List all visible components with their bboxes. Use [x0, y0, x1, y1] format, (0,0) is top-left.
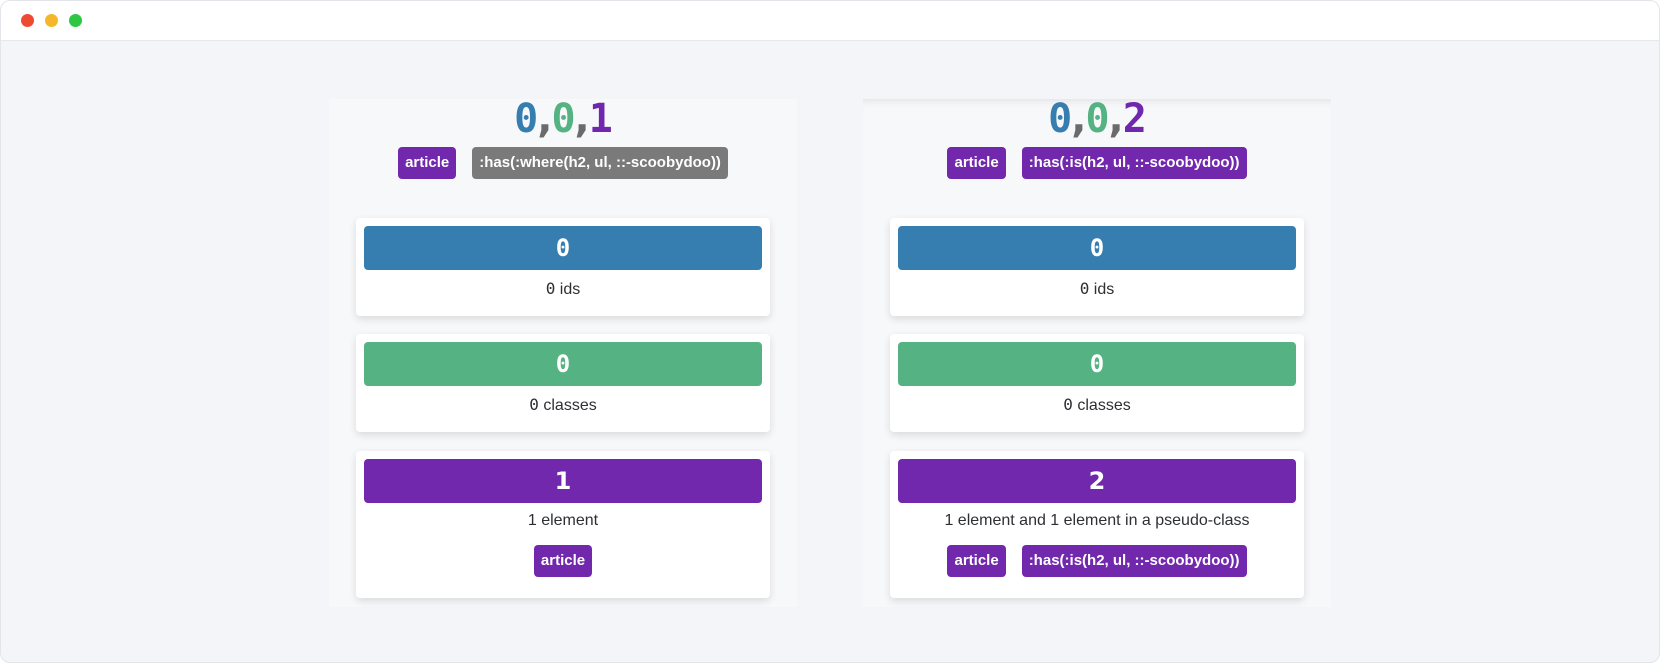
elements-caption: 1 element and 1 element in a pseudo-clas… — [944, 512, 1250, 529]
ids-value: 0 — [898, 226, 1296, 270]
score-elements: 1 — [588, 96, 613, 142]
selector-breakdown: article :has(:is(h2, ul, ::-scoobydoo)) — [863, 147, 1331, 179]
selector-pseudo-tag: :has(:is(h2, ul, ::-scoobydoo)) — [1021, 147, 1247, 179]
element-tag-article: article — [947, 545, 1006, 577]
score-ids: 0 — [1048, 96, 1072, 142]
score-elements: 2 — [1122, 96, 1147, 142]
specificity-score: 0,0,2 — [1048, 96, 1147, 142]
maximize-window-button[interactable] — [69, 14, 82, 27]
selector-breakdown: article :has(:where(h2, ul, ::-scoobydoo… — [329, 147, 797, 179]
elements-card: 1 1 element article — [356, 451, 770, 598]
window-titlebar — [1, 1, 1659, 41]
score-classes: 0 — [551, 96, 575, 142]
elements-value: 2 — [898, 459, 1296, 503]
elements-tags: article — [356, 545, 770, 577]
ids-caption: 0 ids — [1079, 279, 1115, 298]
classes-card: 0 0 classes — [890, 334, 1304, 432]
elements-caption: 1 element — [527, 512, 599, 529]
selector-element-tag: article — [398, 147, 457, 179]
ids-caption: 0 ids — [545, 279, 581, 298]
classes-caption: 0 classes — [1063, 395, 1131, 414]
element-tag-article: article — [533, 545, 593, 577]
elements-card: 2 1 element and 1 element in a pseudo-cl… — [890, 451, 1304, 598]
classes-value: 0 — [364, 342, 762, 386]
close-window-button[interactable] — [21, 14, 34, 27]
classes-caption: 0 classes — [529, 395, 597, 414]
specificity-panel-where: 0,0,1 article :has(:where(h2, ul, ::-sco… — [329, 99, 797, 607]
specificity-panel-is: 0,0,2 article :has(:is(h2, ul, ::-scooby… — [863, 99, 1331, 607]
classes-value: 0 — [898, 342, 1296, 386]
element-tag-pseudo: :has(:is(h2, ul, ::-scoobydoo)) — [1021, 545, 1247, 577]
classes-card: 0 0 classes — [356, 334, 770, 432]
ids-value: 0 — [364, 226, 762, 270]
ids-card: 0 0 ids — [356, 218, 770, 316]
score-classes: 0 — [1085, 96, 1109, 142]
selector-pseudo-tag: :has(:where(h2, ul, ::-scoobydoo)) — [472, 147, 728, 179]
elements-value: 1 — [364, 459, 762, 503]
elements-tags: article :has(:is(h2, ul, ::-scoobydoo)) — [890, 545, 1304, 577]
minimize-window-button[interactable] — [45, 14, 58, 27]
ids-card: 0 0 ids — [890, 218, 1304, 316]
score-ids: 0 — [514, 96, 538, 142]
selector-element-tag: article — [947, 147, 1006, 179]
specificity-score: 0,0,1 — [514, 96, 613, 142]
